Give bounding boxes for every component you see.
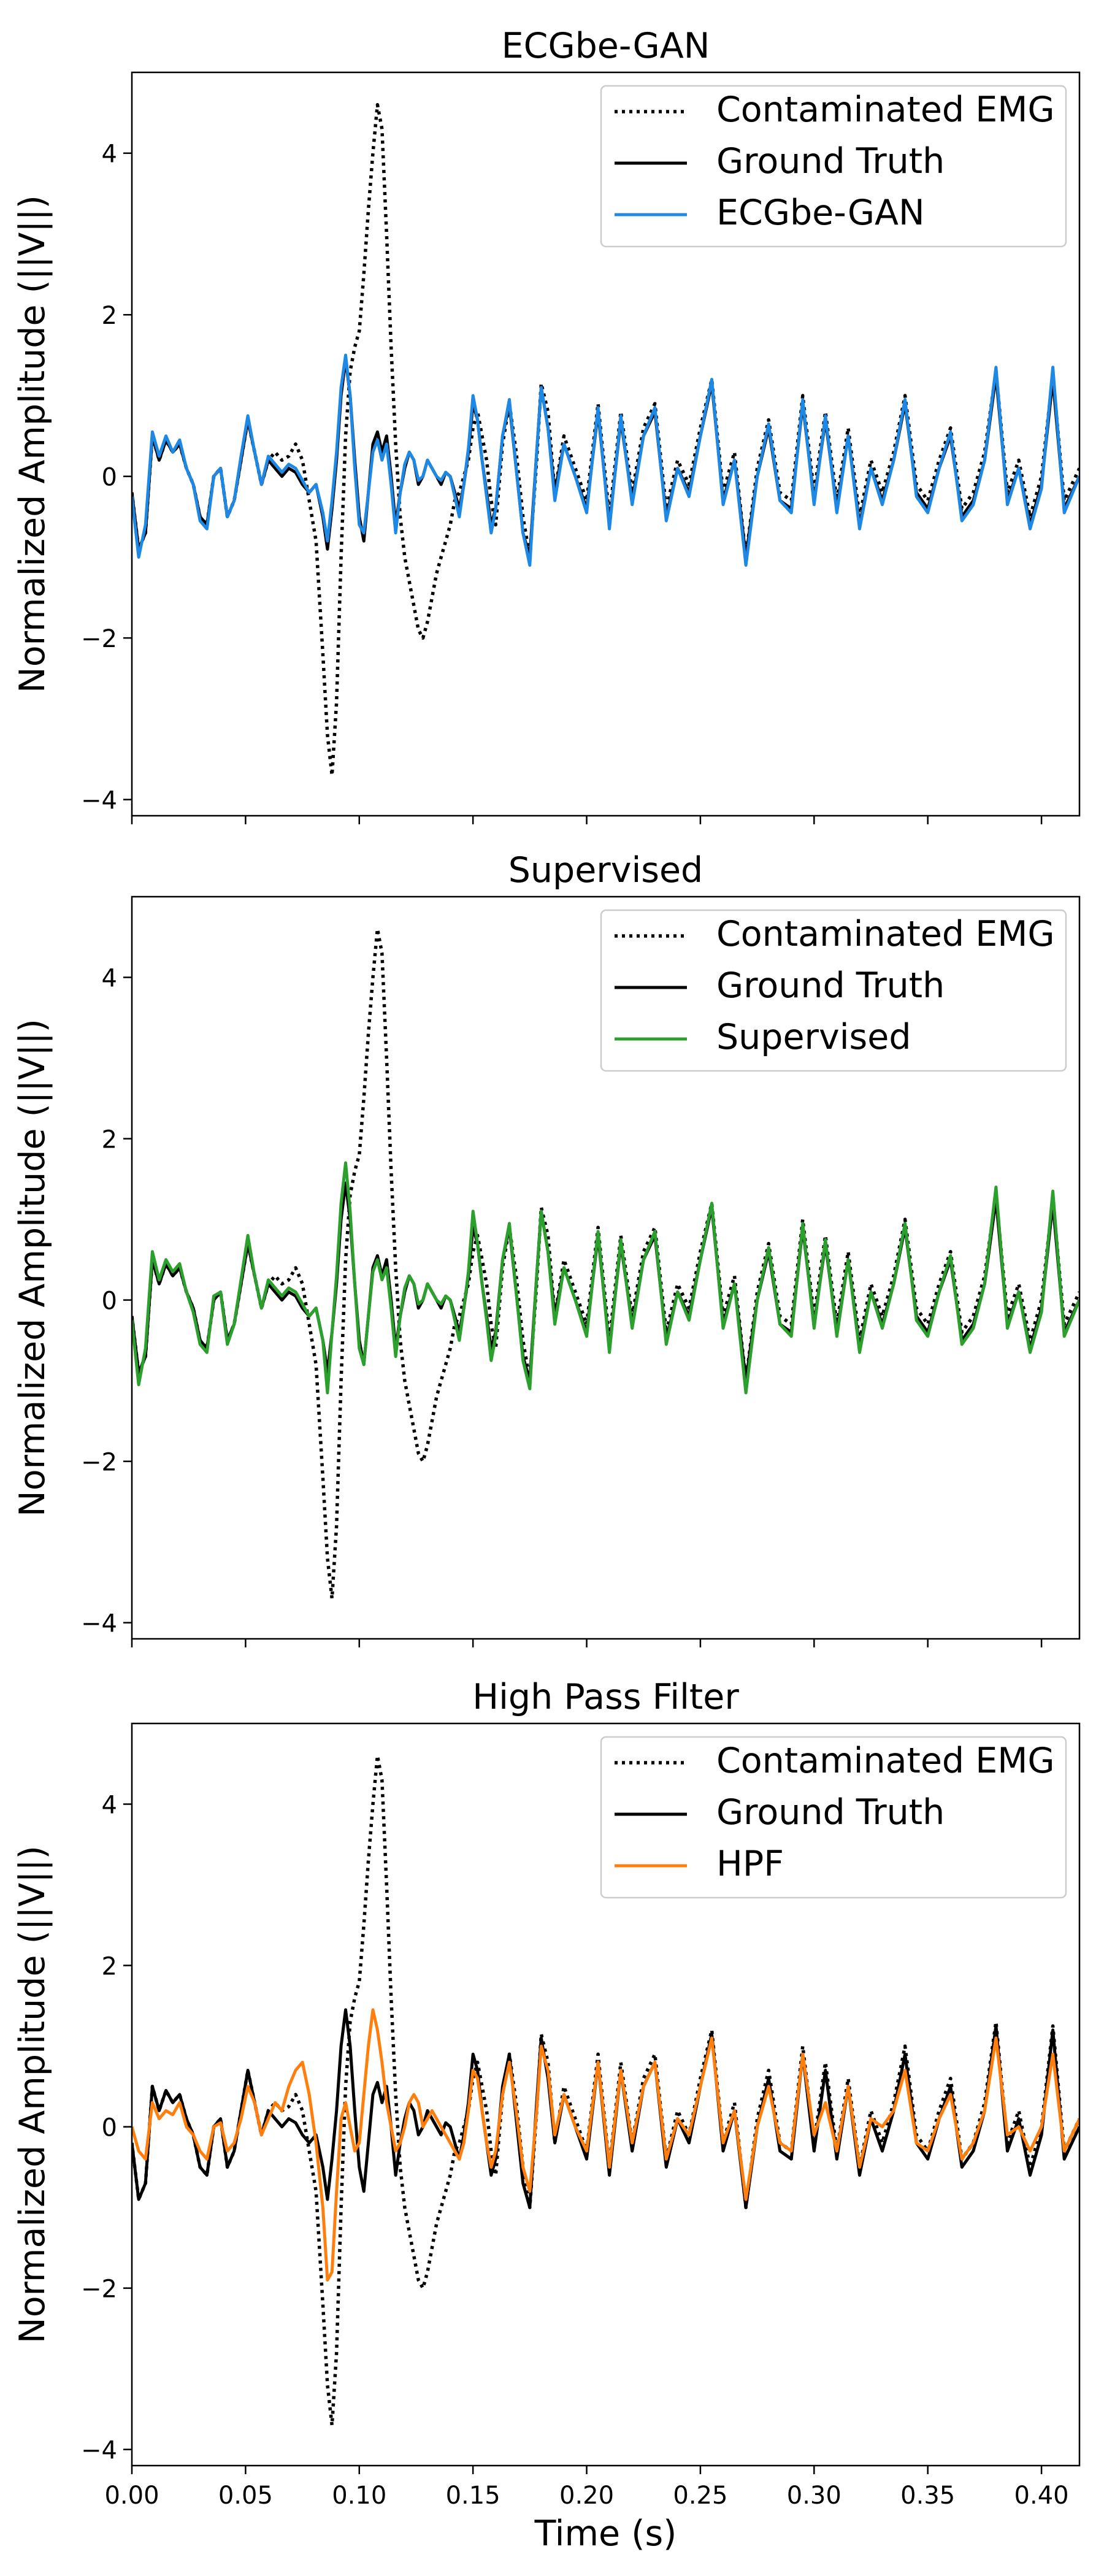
y-tick-label: −4 bbox=[81, 787, 117, 815]
y-tick-label: 2 bbox=[102, 302, 117, 330]
y-axis-label: Normalized Amplitude (||V||) bbox=[12, 195, 53, 693]
x-tick-label: 0.00 bbox=[104, 2482, 159, 2510]
panel-title: High Pass Filter bbox=[472, 1677, 739, 1717]
axes-frame bbox=[131, 71, 1081, 817]
y-tick-label: −2 bbox=[81, 2275, 117, 2304]
series-line-ecgbe-gan bbox=[132, 353, 1079, 567]
legend-entry-contaminated-emg: Contaminated EMG bbox=[716, 1741, 1055, 1781]
legend: Contaminated EMG Ground Truth HPF bbox=[600, 1736, 1067, 1899]
legend-entry-contaminated-emg: Contaminated EMG bbox=[716, 914, 1055, 954]
plot-area bbox=[132, 1754, 1079, 2427]
series-line-ground-truth bbox=[132, 1181, 1079, 1382]
subplot-ecgbe-gan: ECGbe-GAN Normalized Amplitude (||V||) −… bbox=[12, 26, 1081, 824]
legend-entry-supervised: Supervised bbox=[716, 1017, 911, 1057]
legend-entry-hpf: HPF bbox=[716, 1844, 784, 1884]
y-tick-label: −2 bbox=[81, 1449, 117, 1477]
x-tick-label: 0.05 bbox=[218, 2482, 273, 2510]
y-tick-label: 0 bbox=[102, 464, 117, 492]
subplot-supervised: Supervised Normalized Amplitude (||V||) … bbox=[12, 850, 1081, 1647]
series-line-hpf bbox=[132, 2008, 1079, 2282]
legend: Contaminated EMG Ground Truth ECGbe-GAN bbox=[600, 85, 1067, 248]
legend-entry-ground-truth: Ground Truth bbox=[716, 965, 945, 1006]
legend-entry-ecgbe-gan: ECGbe-GAN bbox=[716, 193, 925, 233]
panel-title: Supervised bbox=[508, 850, 703, 891]
axes-frame bbox=[131, 1722, 1081, 2467]
plot-area bbox=[132, 927, 1079, 1600]
x-tick-label: 0.35 bbox=[900, 2482, 955, 2510]
legend-entry-ground-truth: Ground Truth bbox=[716, 1792, 945, 1833]
y-tick-label: 4 bbox=[102, 1792, 117, 1820]
y-tick-label: 4 bbox=[102, 965, 117, 993]
legend-box bbox=[600, 85, 1067, 248]
legend-entry-ground-truth: Ground Truth bbox=[716, 141, 945, 182]
x-tick-label: 0.20 bbox=[559, 2482, 614, 2510]
legend-box bbox=[600, 1736, 1067, 1899]
series-line-supervised bbox=[132, 1161, 1079, 1395]
legend-entry-contaminated-emg: Contaminated EMG bbox=[716, 90, 1055, 130]
y-tick-label: −4 bbox=[81, 2437, 117, 2465]
y-tick-label: 2 bbox=[102, 1126, 117, 1154]
series-line-ground-truth bbox=[132, 358, 1079, 559]
legend: Contaminated EMG Ground Truth Supervised bbox=[600, 909, 1067, 1072]
plot-area bbox=[132, 102, 1079, 777]
panel-title: ECGbe-GAN bbox=[502, 26, 710, 66]
legend-box bbox=[600, 909, 1067, 1072]
y-axis-label: Normalized Amplitude (||V||) bbox=[12, 1019, 53, 1517]
x-tick-label: 0.40 bbox=[1014, 2482, 1069, 2510]
axes-frame bbox=[131, 895, 1081, 1640]
subplot-high-pass-filter: High Pass Filter Normalized Amplitude (|… bbox=[12, 1677, 1081, 2554]
y-tick-label: 4 bbox=[102, 140, 117, 169]
y-tick-label: 0 bbox=[102, 1287, 117, 1316]
y-tick-label: 2 bbox=[102, 1953, 117, 1981]
x-tick-label: 0.30 bbox=[787, 2482, 841, 2510]
x-tick-label: 0.25 bbox=[673, 2482, 727, 2510]
x-tick-label: 0.15 bbox=[446, 2482, 500, 2510]
y-tick-label: −4 bbox=[81, 1610, 117, 1638]
y-tick-label: 0 bbox=[102, 2114, 117, 2142]
x-tick-label: 0.10 bbox=[332, 2482, 386, 2510]
y-axis-label: Normalized Amplitude (||V||) bbox=[12, 1846, 53, 2344]
x-axis-label: Time (s) bbox=[534, 2513, 677, 2554]
y-tick-label: −2 bbox=[81, 625, 117, 653]
